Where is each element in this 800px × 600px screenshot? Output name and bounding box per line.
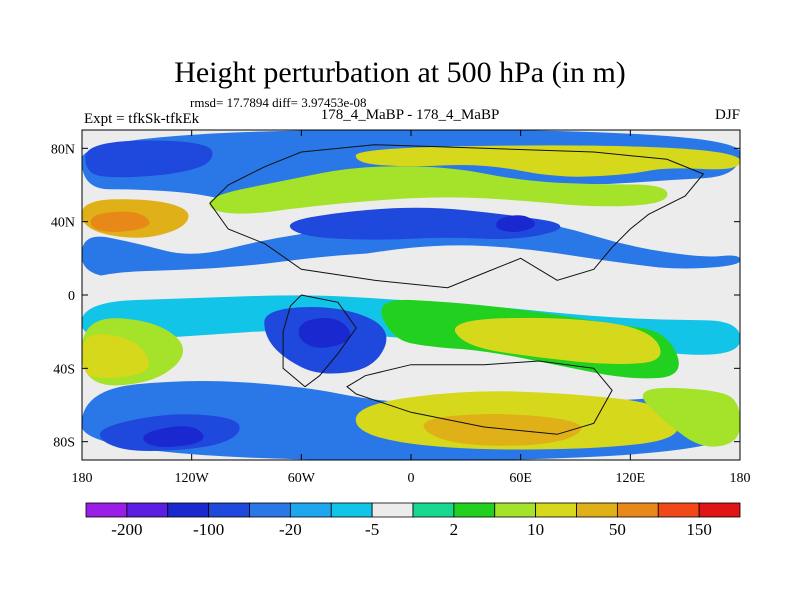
colorbar-label: 2	[450, 520, 459, 539]
midlat-dark-blue	[290, 207, 561, 240]
y-tick-label: 80S	[53, 436, 75, 451]
colorbar-label: -20	[279, 520, 302, 539]
y-tick-label: 40N	[51, 216, 75, 231]
y-tick-label: 0	[68, 289, 75, 304]
arctic-dark-blue	[85, 140, 213, 178]
colorbar-label: 150	[686, 520, 712, 539]
x-tick-label: 60W	[288, 471, 316, 486]
colorbar-swatch	[289, 502, 332, 518]
colorbar-swatch	[616, 502, 659, 518]
southern-low-core	[143, 426, 204, 448]
colorbar-swatch	[249, 502, 291, 518]
colorbar-label: 50	[609, 520, 626, 539]
colorbar-swatch	[494, 502, 537, 518]
x-tick-label: 120E	[616, 471, 646, 486]
antarctic-orange	[423, 414, 582, 446]
colorbar-label: 10	[527, 520, 544, 539]
x-tick-label: 120W	[175, 471, 210, 486]
colorbar-label: -200	[111, 520, 142, 539]
colorbar-swatch	[85, 502, 128, 518]
colorbar-swatch	[126, 502, 169, 518]
colorbar-swatch	[535, 502, 577, 518]
antarctica-outline	[346, 360, 613, 435]
colorbar-swatch	[698, 502, 741, 518]
south-indian-yellow	[454, 317, 661, 364]
chart-title: Height perturbation at 500 hPa (in m)	[174, 56, 626, 89]
x-tick-label: 180	[72, 471, 93, 486]
south-yellow-west	[82, 334, 149, 378]
colorbar-swatch	[576, 502, 618, 518]
colorbar-label: -100	[193, 520, 224, 539]
north-yellow-band	[355, 145, 740, 177]
x-tick-label: 180	[730, 471, 751, 486]
experiment-label: Expt = tfkSk-tfkEk	[84, 111, 200, 127]
south-continent-outline	[282, 294, 357, 388]
x-tick-label: 60E	[509, 471, 532, 486]
colorbar-swatch	[453, 502, 496, 518]
antarctic-green-edge	[642, 387, 740, 447]
colorbar-swatch	[208, 502, 250, 518]
eurasia-outline	[209, 144, 705, 289]
y-tick-label: 80N	[51, 142, 75, 157]
colorbar-swatch	[371, 502, 414, 518]
case-label: 178_4_MaBP - 178_4_MaBP	[320, 107, 500, 123]
trough-core	[496, 215, 536, 232]
colorbar-swatch	[167, 502, 210, 518]
north-green-band	[209, 166, 668, 214]
x-tick-label: 0	[408, 471, 415, 486]
colorbar-swatch	[412, 502, 455, 518]
colorbar-swatch	[657, 502, 700, 518]
colorbar-label: -5	[365, 520, 379, 539]
colorbar-swatch	[330, 502, 373, 518]
season-label: DJF	[714, 107, 740, 123]
rmsd-stats: rmsd= 17.7894 diff= 3.97453e-08	[190, 95, 367, 110]
pacific-orange-core	[90, 211, 150, 232]
y-tick-label: 40S	[53, 362, 75, 377]
